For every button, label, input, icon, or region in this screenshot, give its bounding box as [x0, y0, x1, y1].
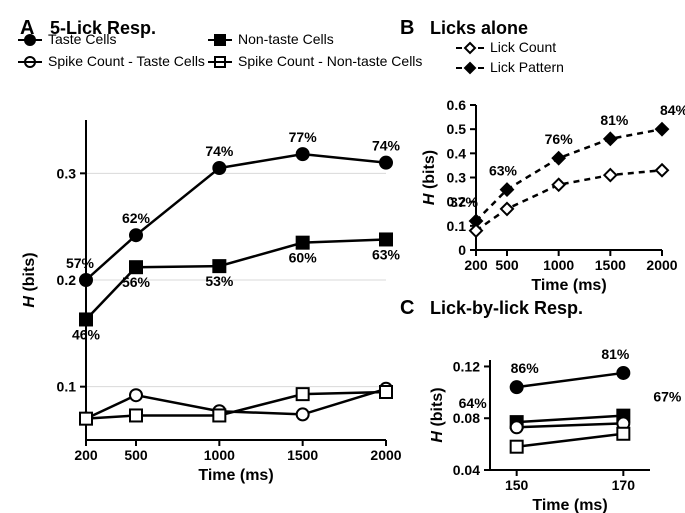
svg-text:500: 500 — [495, 257, 519, 273]
svg-text:0.12: 0.12 — [453, 358, 480, 374]
svg-text:0.04: 0.04 — [453, 462, 480, 478]
svg-text:170: 170 — [612, 477, 636, 493]
data-label: 37% — [450, 194, 479, 210]
panel-label: C — [400, 297, 414, 319]
data-label: 84% — [660, 102, 685, 118]
svg-text:1000: 1000 — [543, 257, 574, 273]
y-axis-label: H (bits) — [429, 387, 446, 442]
figure-svg: A5-Lick Resp.200500100015002000Time (ms)… — [0, 0, 685, 513]
data-label: 64% — [459, 395, 488, 411]
svg-text:0.3: 0.3 — [447, 170, 467, 186]
x-axis-label: Time (ms) — [531, 277, 606, 294]
svg-text:0.5: 0.5 — [447, 121, 467, 137]
svg-text:1500: 1500 — [595, 257, 626, 273]
svg-text:0.6: 0.6 — [447, 97, 467, 113]
legend-item: Taste Cells — [48, 31, 116, 47]
data-label: 77% — [289, 129, 318, 145]
svg-text:0.1: 0.1 — [57, 379, 77, 395]
data-label: 74% — [205, 143, 234, 159]
data-label: 81% — [601, 346, 630, 362]
legend-item: Spike Count - Non-taste Cells — [238, 53, 422, 69]
svg-text:0.3: 0.3 — [57, 165, 77, 181]
svg-text:0: 0 — [458, 242, 466, 258]
panel-title: Licks alone — [430, 18, 528, 38]
data-label: 81% — [600, 112, 629, 128]
legend-item: Lick Pattern — [490, 59, 564, 75]
data-label: 57% — [66, 255, 95, 271]
svg-text:2000: 2000 — [370, 447, 401, 463]
legend-item: Spike Count - Taste Cells — [48, 53, 205, 69]
data-label: 63% — [489, 163, 518, 179]
data-label: 86% — [511, 360, 540, 376]
data-label: 56% — [122, 274, 151, 290]
svg-text:150: 150 — [505, 477, 529, 493]
data-label: 67% — [653, 389, 682, 405]
svg-text:0.1: 0.1 — [447, 218, 467, 234]
svg-text:200: 200 — [74, 447, 98, 463]
svg-text:500: 500 — [124, 447, 148, 463]
legend-item: Lick Count — [490, 39, 556, 55]
data-label: 74% — [372, 138, 401, 154]
y-axis-label: H (bits) — [21, 252, 38, 307]
series-c-spike-count-taste — [517, 423, 624, 427]
panel-label: B — [400, 17, 414, 39]
svg-text:200: 200 — [464, 257, 488, 273]
data-label: 46% — [72, 326, 101, 342]
data-label: 53% — [205, 273, 234, 289]
svg-text:0.4: 0.4 — [447, 145, 467, 161]
svg-text:2000: 2000 — [646, 257, 677, 273]
x-axis-label: Time (ms) — [198, 467, 273, 484]
legend-item: Non-taste Cells — [238, 31, 334, 47]
x-axis-label: Time (ms) — [532, 497, 607, 513]
panel-title: Lick-by-lick Resp. — [430, 298, 583, 318]
series-c-non-taste-cells — [517, 416, 624, 422]
data-label: 76% — [545, 131, 574, 147]
series-c-spike-count-non-taste — [517, 434, 624, 447]
data-label: 63% — [372, 246, 401, 262]
svg-text:1000: 1000 — [204, 447, 235, 463]
data-label: 62% — [122, 210, 151, 226]
y-axis-label: H (bits) — [421, 150, 438, 205]
svg-text:0.08: 0.08 — [453, 410, 480, 426]
svg-text:1500: 1500 — [287, 447, 318, 463]
figure-stage: { "figure": { "width": 685, "height": 51… — [0, 0, 685, 513]
data-label: 60% — [289, 250, 318, 266]
svg-text:0.2: 0.2 — [57, 272, 77, 288]
series-lick-count — [476, 170, 662, 230]
